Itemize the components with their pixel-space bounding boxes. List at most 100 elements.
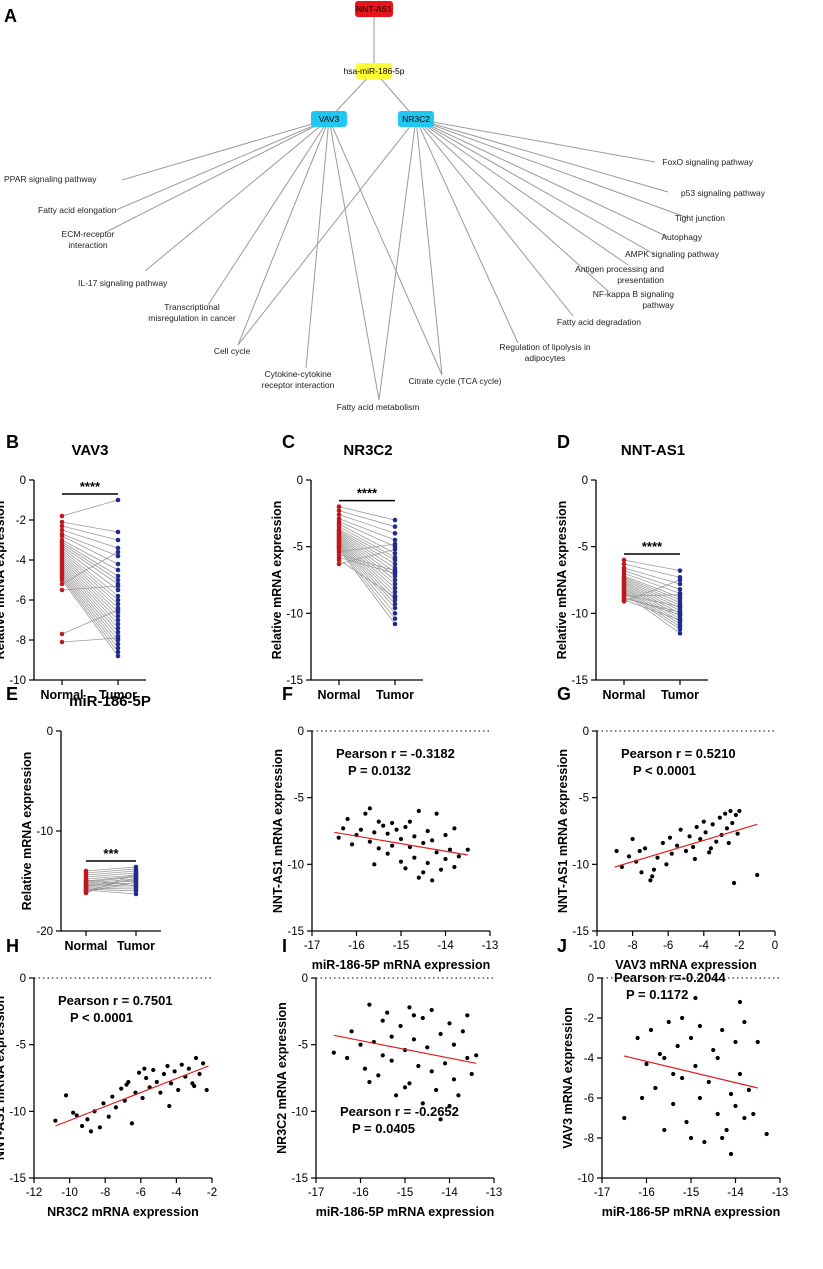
chart-panel-b: B -10 -8 -6 -4 -2 0 Relative mRNA expression VAV… [0, 432, 146, 702]
scatter-point [358, 827, 364, 832]
normal-point [59, 533, 65, 539]
pair-line [338, 538, 396, 589]
tumor-point [115, 553, 121, 559]
pathway-label-line: Fatty acid elongation [38, 205, 117, 215]
y-tick-label: -8 [584, 1133, 594, 1145]
scatter-point [447, 847, 453, 852]
pair-line [623, 570, 681, 590]
scatter-point [724, 826, 730, 831]
scatter-point [186, 1066, 191, 1071]
tumor-point [133, 891, 139, 897]
scatter-point [720, 1027, 725, 1033]
scatter-point [380, 1053, 385, 1058]
y-axis-label: Relative mRNA expression [555, 501, 569, 660]
tumor-point [392, 557, 398, 563]
x-tick-label: -2 [207, 1187, 217, 1199]
normal-point [621, 557, 627, 563]
tumor-point [115, 613, 121, 619]
pathway-label: Transcriptional misregulation in cancer [148, 302, 236, 323]
network-edge [415, 118, 689, 219]
pearson-r-annotation: Pearson r = 0.5210 [621, 746, 736, 761]
y-axis-label: Relative mRNA expression [20, 752, 34, 911]
x-tick-label: -17 [304, 940, 321, 952]
scatter-point [684, 1119, 689, 1125]
pair-line [85, 880, 137, 885]
x-category-label: Tumor [99, 688, 137, 702]
y-tick-label: 0 [47, 726, 53, 738]
scatter-point [726, 840, 731, 846]
scatter-point [447, 1103, 452, 1109]
scatter-point [372, 862, 377, 867]
network-edge [207, 118, 330, 306]
panel-label-f: F [282, 684, 293, 704]
pair-line [85, 877, 137, 892]
scatter-point [71, 1110, 76, 1115]
pair-line [61, 529, 119, 549]
scatter-point [197, 1071, 202, 1077]
pair-line [61, 609, 119, 635]
scatter-point [416, 1063, 421, 1069]
scatter-point [74, 1113, 79, 1118]
node-mirna-box [356, 63, 392, 79]
normal-point [59, 581, 65, 587]
tumor-point [677, 609, 683, 615]
pathway-label: Fatty acid degradation [557, 317, 641, 327]
y-tick-label: -2 [16, 515, 26, 527]
chart-panel-h: H -15 -10 -5 0 NNT-AS1 mRNA expression -12 -10 -… [0, 936, 217, 1219]
chart-title: VAV3 [72, 442, 109, 459]
tumor-point [133, 883, 139, 889]
scatter-point [702, 1139, 707, 1145]
scatter-point [341, 826, 346, 831]
y-axis-label: NNT-AS1 mRNA expression [0, 996, 7, 1160]
pair-line [61, 575, 119, 649]
scatter-point [694, 824, 699, 830]
pair-line [623, 596, 681, 616]
y-axis-label: Relative mRNA expression [0, 501, 7, 660]
scatter-point [88, 1129, 94, 1134]
tumor-point [115, 621, 121, 627]
pair-line [85, 888, 137, 892]
panel-label-c: C [282, 432, 295, 452]
normal-point [59, 513, 65, 519]
tumor-point [392, 621, 398, 627]
scatter-point [129, 1121, 134, 1126]
scatter-point [443, 832, 448, 838]
pair-line [61, 543, 119, 581]
regression-line [55, 1065, 209, 1127]
pair-line [338, 556, 396, 574]
scatter-point [85, 1117, 90, 1122]
scatter-point [97, 1125, 102, 1130]
scatter-point [742, 1115, 747, 1121]
pair-line [623, 575, 681, 598]
scatter-point [161, 1071, 167, 1077]
tumor-point [392, 517, 398, 523]
tumor-point [392, 524, 398, 529]
x-tick-label: -10 [589, 940, 606, 952]
pair-line [338, 506, 396, 521]
scatter-point [442, 1061, 448, 1066]
normal-point [83, 877, 89, 883]
scatter-point [639, 1095, 645, 1101]
x-tick-label: -8 [100, 1187, 110, 1199]
scatter-point [438, 1117, 443, 1122]
tumor-point [392, 601, 398, 607]
scatter-point [136, 1070, 142, 1075]
y-tick-label: -10 [291, 1106, 308, 1118]
scatter-point [367, 806, 372, 811]
scatter-point [714, 839, 719, 844]
scatter-point [648, 878, 653, 883]
tumor-point [677, 581, 683, 587]
pair-line [61, 545, 119, 585]
pathway-label-line: AMPK signaling pathway [625, 249, 720, 259]
panel-label-A: A [4, 6, 17, 26]
scatter-point [701, 819, 706, 824]
pair-line [61, 539, 119, 571]
pair-line [623, 591, 681, 630]
y-tick-label: -15 [286, 675, 303, 687]
scatter-point [420, 1015, 425, 1021]
scatter-point [412, 855, 417, 860]
y-tick-label: 0 [302, 973, 308, 985]
scatter-point [429, 1069, 434, 1074]
pathway-label-line: FoxO signaling pathway [662, 157, 753, 167]
